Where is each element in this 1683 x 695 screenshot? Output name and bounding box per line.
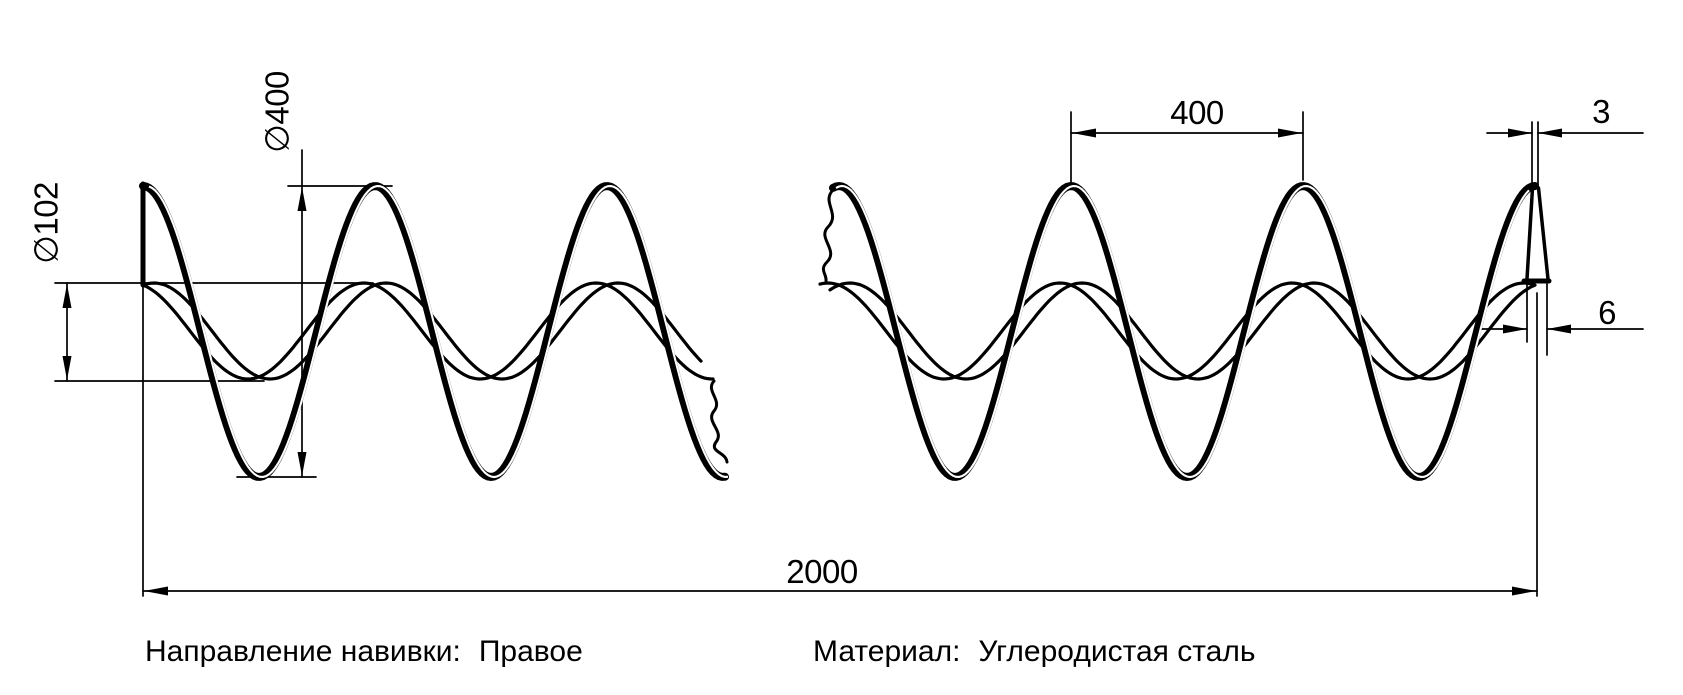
length-arrow-right	[1512, 586, 1536, 596]
outer-helix-group	[139, 181, 1539, 482]
dim-label-outer-diameter: ∅400	[259, 71, 296, 153]
thk6-arrow-right	[1547, 324, 1571, 334]
outer-flight-left	[139, 182, 729, 482]
dim-label-edge-thickness-3: 3	[1592, 93, 1610, 130]
inner-helix-front-left	[141, 281, 715, 381]
pitch-arrow-right	[1278, 128, 1302, 138]
dim-label-edge-thickness-6: 6	[1598, 294, 1616, 331]
outer-flight-gap-right	[835, 184, 1530, 479]
flight-end-edge-left	[1525, 186, 1535, 281]
note-material: Материал: Углеродистая сталь	[813, 635, 1255, 668]
outer-flight-gap-left	[148, 185, 729, 479]
dim-label-pitch: 400	[1170, 94, 1224, 131]
note-winding-direction: Направление навивки: Правое	[145, 635, 583, 668]
inner-helix-back-right	[828, 281, 1537, 381]
length-arrow-left	[144, 586, 168, 596]
pitch-arrow-left	[1072, 128, 1096, 138]
dia102-arrow-up	[62, 284, 72, 308]
inner-helix-group	[141, 281, 1537, 381]
material-label: Материал:	[813, 635, 960, 668]
winding-direction-label: Направление навивки:	[145, 635, 461, 668]
outer-flight-right	[829, 181, 1539, 482]
thk3-arrow-left	[1508, 128, 1532, 138]
flight-end-edge-right	[1536, 186, 1550, 281]
break-line-right	[821, 188, 835, 283]
break-line-left	[709, 379, 729, 464]
material-value: Углеродистая сталь	[978, 635, 1255, 668]
dia400-arrow-up	[297, 187, 307, 211]
edges-and-breaks-group	[140, 181, 1552, 464]
dim-label-total-length: 2000	[786, 553, 858, 590]
thk6-arrow-left	[1503, 324, 1527, 334]
inner-helix-front-right	[818, 281, 1536, 381]
dia400-arrow-down	[297, 452, 307, 476]
dimension-lines-group	[54, 111, 1644, 597]
thk3-arrow-right	[1538, 128, 1562, 138]
winding-direction-value: Правое	[479, 635, 583, 668]
dim-label-inner-diameter: ∅102	[28, 182, 65, 264]
dia102-arrow-down	[62, 356, 72, 380]
